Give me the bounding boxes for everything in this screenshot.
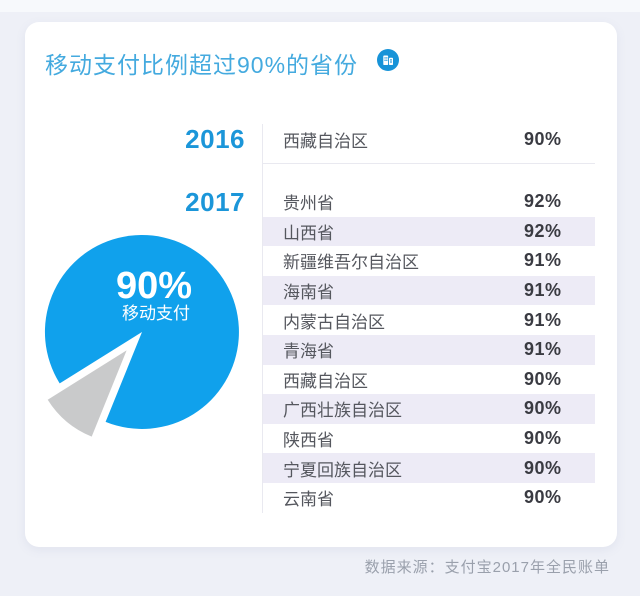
province-percent: 92% xyxy=(524,220,562,241)
table-row: 海南省 91% xyxy=(262,275,595,306)
year-group-2017: 2017 贵州省 92% 山西省 92% xyxy=(150,187,595,513)
pie-center-value: 90% xyxy=(116,265,192,307)
page-title: 移动支付比例超过90%的省份 xyxy=(45,52,359,78)
bank-building-icon xyxy=(377,49,399,71)
province-name: 广西壮族自治区 xyxy=(283,401,402,421)
province-name: 新疆维吾尔自治区 xyxy=(283,253,419,273)
table-row: 西藏自治区 90% xyxy=(262,365,595,395)
table-row: 西藏自治区 90% xyxy=(262,124,595,154)
table-row: 宁夏回族自治区 90% xyxy=(262,453,595,483)
page-top-strip xyxy=(0,0,640,12)
table-row: 贵州省 92% xyxy=(262,187,595,217)
province-name: 海南省 xyxy=(283,283,334,303)
pie-chart: 90% 移动支付 xyxy=(32,222,252,442)
province-name: 贵州省 xyxy=(283,194,334,214)
province-table: 2016 西藏自治区 90% 2017 xyxy=(150,124,595,513)
province-name: 内蒙古自治区 xyxy=(283,312,385,332)
infographic-card: 移动支付比例超过90%的省份 90% 移动支付 xyxy=(25,22,617,547)
table-row: 内蒙古自治区 91% xyxy=(262,305,595,335)
province-name: 山西省 xyxy=(283,223,334,243)
table-row: 广西壮族自治区 90% xyxy=(262,394,595,424)
pie-slice-mobile xyxy=(44,234,239,429)
year-group-2016: 2016 西藏自治区 90% xyxy=(150,124,595,154)
province-name: 西藏自治区 xyxy=(283,131,368,151)
province-name: 宁夏回族自治区 xyxy=(283,460,402,480)
pie-center-caption: 移动支付 xyxy=(122,304,190,323)
pie-slice-other xyxy=(47,350,127,437)
province-name: 西藏自治区 xyxy=(283,371,368,391)
province-name: 青海省 xyxy=(283,342,334,362)
table-row: 青海省 91% xyxy=(262,334,595,365)
province-percent: 90% xyxy=(524,368,562,389)
province-percent: 90% xyxy=(524,428,562,449)
province-name: 云南省 xyxy=(283,490,334,510)
province-percent: 90% xyxy=(524,128,562,149)
data-source: 数据来源：支付宝2017年全民账单 xyxy=(364,559,610,576)
year-label: 2017 xyxy=(185,187,245,217)
province-percent: 91% xyxy=(524,309,562,330)
province-name: 陕西省 xyxy=(283,431,334,451)
province-percent: 91% xyxy=(524,339,562,360)
year-label: 2016 xyxy=(185,124,245,154)
province-percent: 91% xyxy=(524,280,562,301)
province-percent: 90% xyxy=(524,457,562,478)
province-percent: 92% xyxy=(524,191,562,212)
group-divider xyxy=(262,163,595,164)
province-percent: 90% xyxy=(524,487,562,508)
table-row: 山西省 92% xyxy=(262,216,595,247)
table-row: 新疆维吾尔自治区 91% xyxy=(262,246,595,276)
table-row: 云南省 90% xyxy=(262,483,595,513)
province-percent: 91% xyxy=(524,250,562,271)
province-percent: 90% xyxy=(524,398,562,419)
table-row: 陕西省 90% xyxy=(262,424,595,454)
